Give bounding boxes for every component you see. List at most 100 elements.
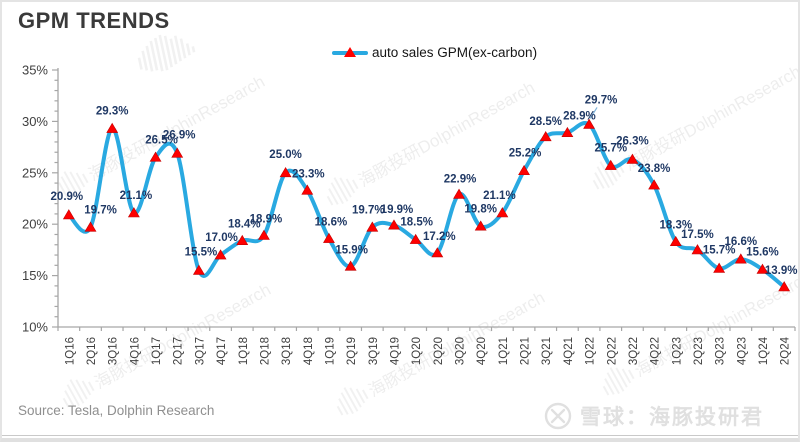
triangle-marker bbox=[279, 167, 292, 178]
triangle-marker bbox=[301, 184, 314, 195]
data-label: 19.7% bbox=[84, 204, 117, 216]
x-tick-label: 4Q16 bbox=[129, 337, 141, 365]
x-tick-label: 3Q19 bbox=[368, 337, 380, 365]
x-tick-label: 2Q20 bbox=[433, 337, 445, 365]
data-label: 26.3% bbox=[616, 135, 649, 147]
x-tick-label: 4Q18 bbox=[303, 337, 315, 365]
x-tick-label: 1Q20 bbox=[411, 337, 423, 365]
data-label: 25.0% bbox=[269, 149, 302, 161]
data-label: 21.1% bbox=[483, 190, 516, 202]
triangle-marker bbox=[258, 229, 270, 240]
triangle-marker bbox=[626, 153, 639, 164]
data-label: 17.0% bbox=[205, 232, 238, 244]
gpm-line-series bbox=[66, 121, 787, 289]
svg-text:10%: 10% bbox=[22, 320, 48, 335]
triangle-marker bbox=[713, 262, 726, 273]
data-label: 25.7% bbox=[594, 143, 627, 155]
data-label: 19.7% bbox=[352, 204, 385, 216]
data-label: 18.9% bbox=[250, 214, 283, 226]
x-tick-label: 4Q23 bbox=[736, 337, 748, 365]
x-tick-label: 2Q23 bbox=[693, 337, 705, 365]
data-label: 18.6% bbox=[315, 217, 348, 229]
x-tick-label: 2Q16 bbox=[86, 337, 98, 365]
data-label: 25.2% bbox=[509, 148, 542, 160]
data-label: 15.7% bbox=[703, 244, 736, 256]
data-label: 17.2% bbox=[423, 231, 456, 243]
triangle-marker bbox=[366, 221, 379, 232]
x-tick-label: 1Q21 bbox=[498, 337, 510, 365]
x-tick-label: 3Q22 bbox=[628, 337, 640, 365]
x-tick-label: 3Q20 bbox=[455, 337, 467, 365]
legend-line-marker-icon bbox=[332, 46, 368, 60]
triangle-marker bbox=[192, 264, 205, 275]
triangle-marker bbox=[539, 131, 552, 142]
triangle-marker bbox=[669, 235, 682, 246]
x-tick-label: 1Q18 bbox=[238, 337, 250, 365]
data-label: 15.6% bbox=[746, 246, 779, 258]
data-label: 28.9% bbox=[563, 111, 596, 123]
x-tick-label: 4Q22 bbox=[650, 337, 662, 365]
triangle-marker bbox=[734, 253, 747, 264]
triangle-marker bbox=[344, 260, 357, 271]
x-tick-label: 2Q19 bbox=[346, 337, 358, 365]
triangle-marker bbox=[778, 281, 791, 292]
data-label: 15.9% bbox=[335, 244, 368, 256]
data-label: 15.5% bbox=[185, 246, 218, 258]
x-tick-label: 1Q22 bbox=[585, 337, 597, 365]
x-tick-label: 3Q23 bbox=[715, 337, 727, 365]
data-label: 18.4% bbox=[228, 219, 261, 231]
triangle-marker bbox=[388, 219, 400, 230]
triangle-marker bbox=[149, 151, 162, 162]
xueqiu-watermark-text: 雪球：海豚投研君 bbox=[580, 406, 764, 429]
data-label: 26.5% bbox=[145, 134, 178, 146]
triangle-marker bbox=[496, 207, 509, 218]
triangle-marker bbox=[214, 249, 227, 260]
data-label: 17.5% bbox=[681, 229, 714, 241]
triangle-marker bbox=[474, 220, 487, 231]
triangle-marker bbox=[62, 209, 75, 220]
x-tick-label: 2Q18 bbox=[259, 337, 271, 365]
x-tick-label: 1Q23 bbox=[671, 337, 683, 365]
triangle-marker bbox=[171, 147, 184, 158]
y-axis: 10% 15% 20% 25% 30% 35% bbox=[22, 63, 59, 335]
data-labels: 20.9%19.7%29.3%21.1%26.5%26.9%15.5%17.0%… bbox=[51, 94, 798, 276]
triangle-marker bbox=[561, 126, 574, 138]
x-tick-label: 4Q17 bbox=[216, 337, 228, 365]
data-label: 29.3% bbox=[96, 106, 129, 118]
page-title: GPM TRENDS bbox=[18, 8, 170, 33]
triangle-marker bbox=[453, 188, 465, 199]
x-tick-label: 2Q22 bbox=[606, 337, 618, 365]
x-tick-label: 1Q19 bbox=[324, 337, 336, 365]
legend-label: auto sales GPM(ex-carbon) bbox=[372, 45, 538, 60]
triangle-marker bbox=[409, 233, 422, 244]
triangle-marker bbox=[106, 122, 119, 133]
x-axis: 1Q16 2Q16 3Q16 4Q16 1Q17 2Q17 3Q17 4Q17 1Q18 2Q18… bbox=[57, 326, 796, 365]
triangle-marker bbox=[236, 234, 249, 245]
triangle-marker bbox=[691, 244, 704, 255]
x-tick-label: 3Q16 bbox=[108, 337, 120, 365]
data-label: 29.7% bbox=[585, 94, 618, 106]
svg-text:20%: 20% bbox=[22, 217, 48, 232]
svg-text:30%: 30% bbox=[22, 114, 48, 129]
x-tick-label: 4Q21 bbox=[563, 337, 575, 365]
source-note: Source: Tesla, Dolphin Research bbox=[18, 403, 215, 418]
x-tick-label: 2Q24 bbox=[780, 336, 792, 365]
svg-text:15%: 15% bbox=[22, 268, 48, 283]
x-tick-label: 4Q19 bbox=[389, 337, 401, 365]
xueqiu-watermark: 雪球：海豚投研君 bbox=[544, 401, 764, 431]
x-tick-label: 3Q17 bbox=[194, 337, 206, 365]
data-label: 28.5% bbox=[529, 116, 562, 128]
x-tick-label: 2Q17 bbox=[173, 337, 185, 365]
x-tick-label: 2Q21 bbox=[520, 337, 532, 365]
data-label: 22.9% bbox=[444, 173, 477, 185]
annotation-leader-line bbox=[589, 107, 598, 119]
x-tick-label: 1Q16 bbox=[64, 337, 76, 365]
x-tick-label: 1Q17 bbox=[151, 337, 163, 365]
triangle-marker bbox=[756, 263, 769, 274]
x-tick-label: 3Q21 bbox=[541, 337, 553, 365]
data-point-markers bbox=[62, 118, 791, 292]
data-label: 23.3% bbox=[292, 168, 325, 180]
triangle-marker bbox=[323, 232, 335, 243]
triangle-marker bbox=[648, 179, 661, 190]
